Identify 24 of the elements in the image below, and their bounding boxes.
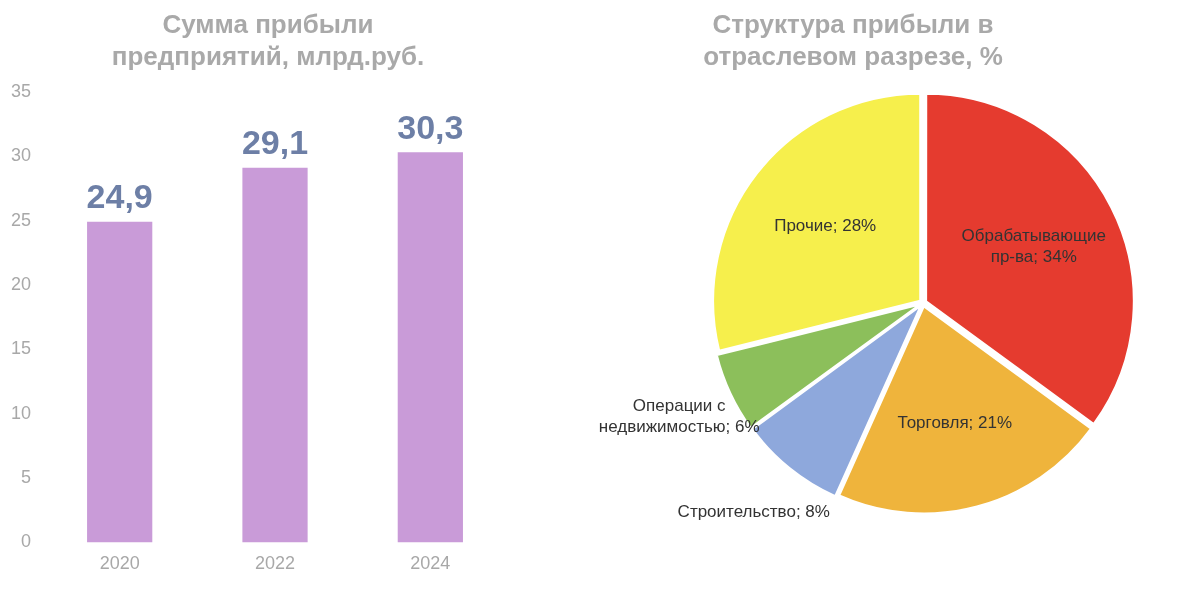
data-label: 24,9	[86, 177, 153, 216]
chart-title: Сумма прибыли предприятий, млрд.руб.	[110, 8, 426, 73]
slice-label: Торговля; 21%	[897, 412, 1013, 432]
y-tick-label: 30	[10, 145, 32, 166]
y-tick-label: 35	[10, 80, 32, 101]
bar	[397, 152, 463, 543]
slice-label: Прочие; 28%	[774, 216, 877, 236]
data-label: 30,3	[397, 107, 464, 146]
slice-label: Строительство; 8%	[677, 501, 830, 521]
y-tick-label: 15	[10, 338, 32, 359]
chart-title: Структура прибыли в отраслевом разрезе, %	[702, 8, 1004, 73]
bar	[87, 221, 153, 543]
y-tick-label: 10	[10, 402, 32, 423]
x-tick-label: 2020	[99, 553, 140, 574]
slice-label: Обрабатывающие пр-ва; 34%	[961, 225, 1106, 266]
y-tick-label: 5	[21, 467, 32, 487]
x-tick-label: 2024	[410, 553, 451, 574]
y-tick-label: 0	[21, 531, 32, 552]
x-tick-label: 2022	[254, 553, 296, 574]
y-tick-label: 20	[10, 273, 32, 294]
bar	[242, 167, 308, 543]
data-label: 29,1	[241, 123, 309, 162]
y-tick-label: 25	[10, 209, 32, 230]
slice-label: Операции с недвижимостью; 6%	[598, 396, 760, 437]
